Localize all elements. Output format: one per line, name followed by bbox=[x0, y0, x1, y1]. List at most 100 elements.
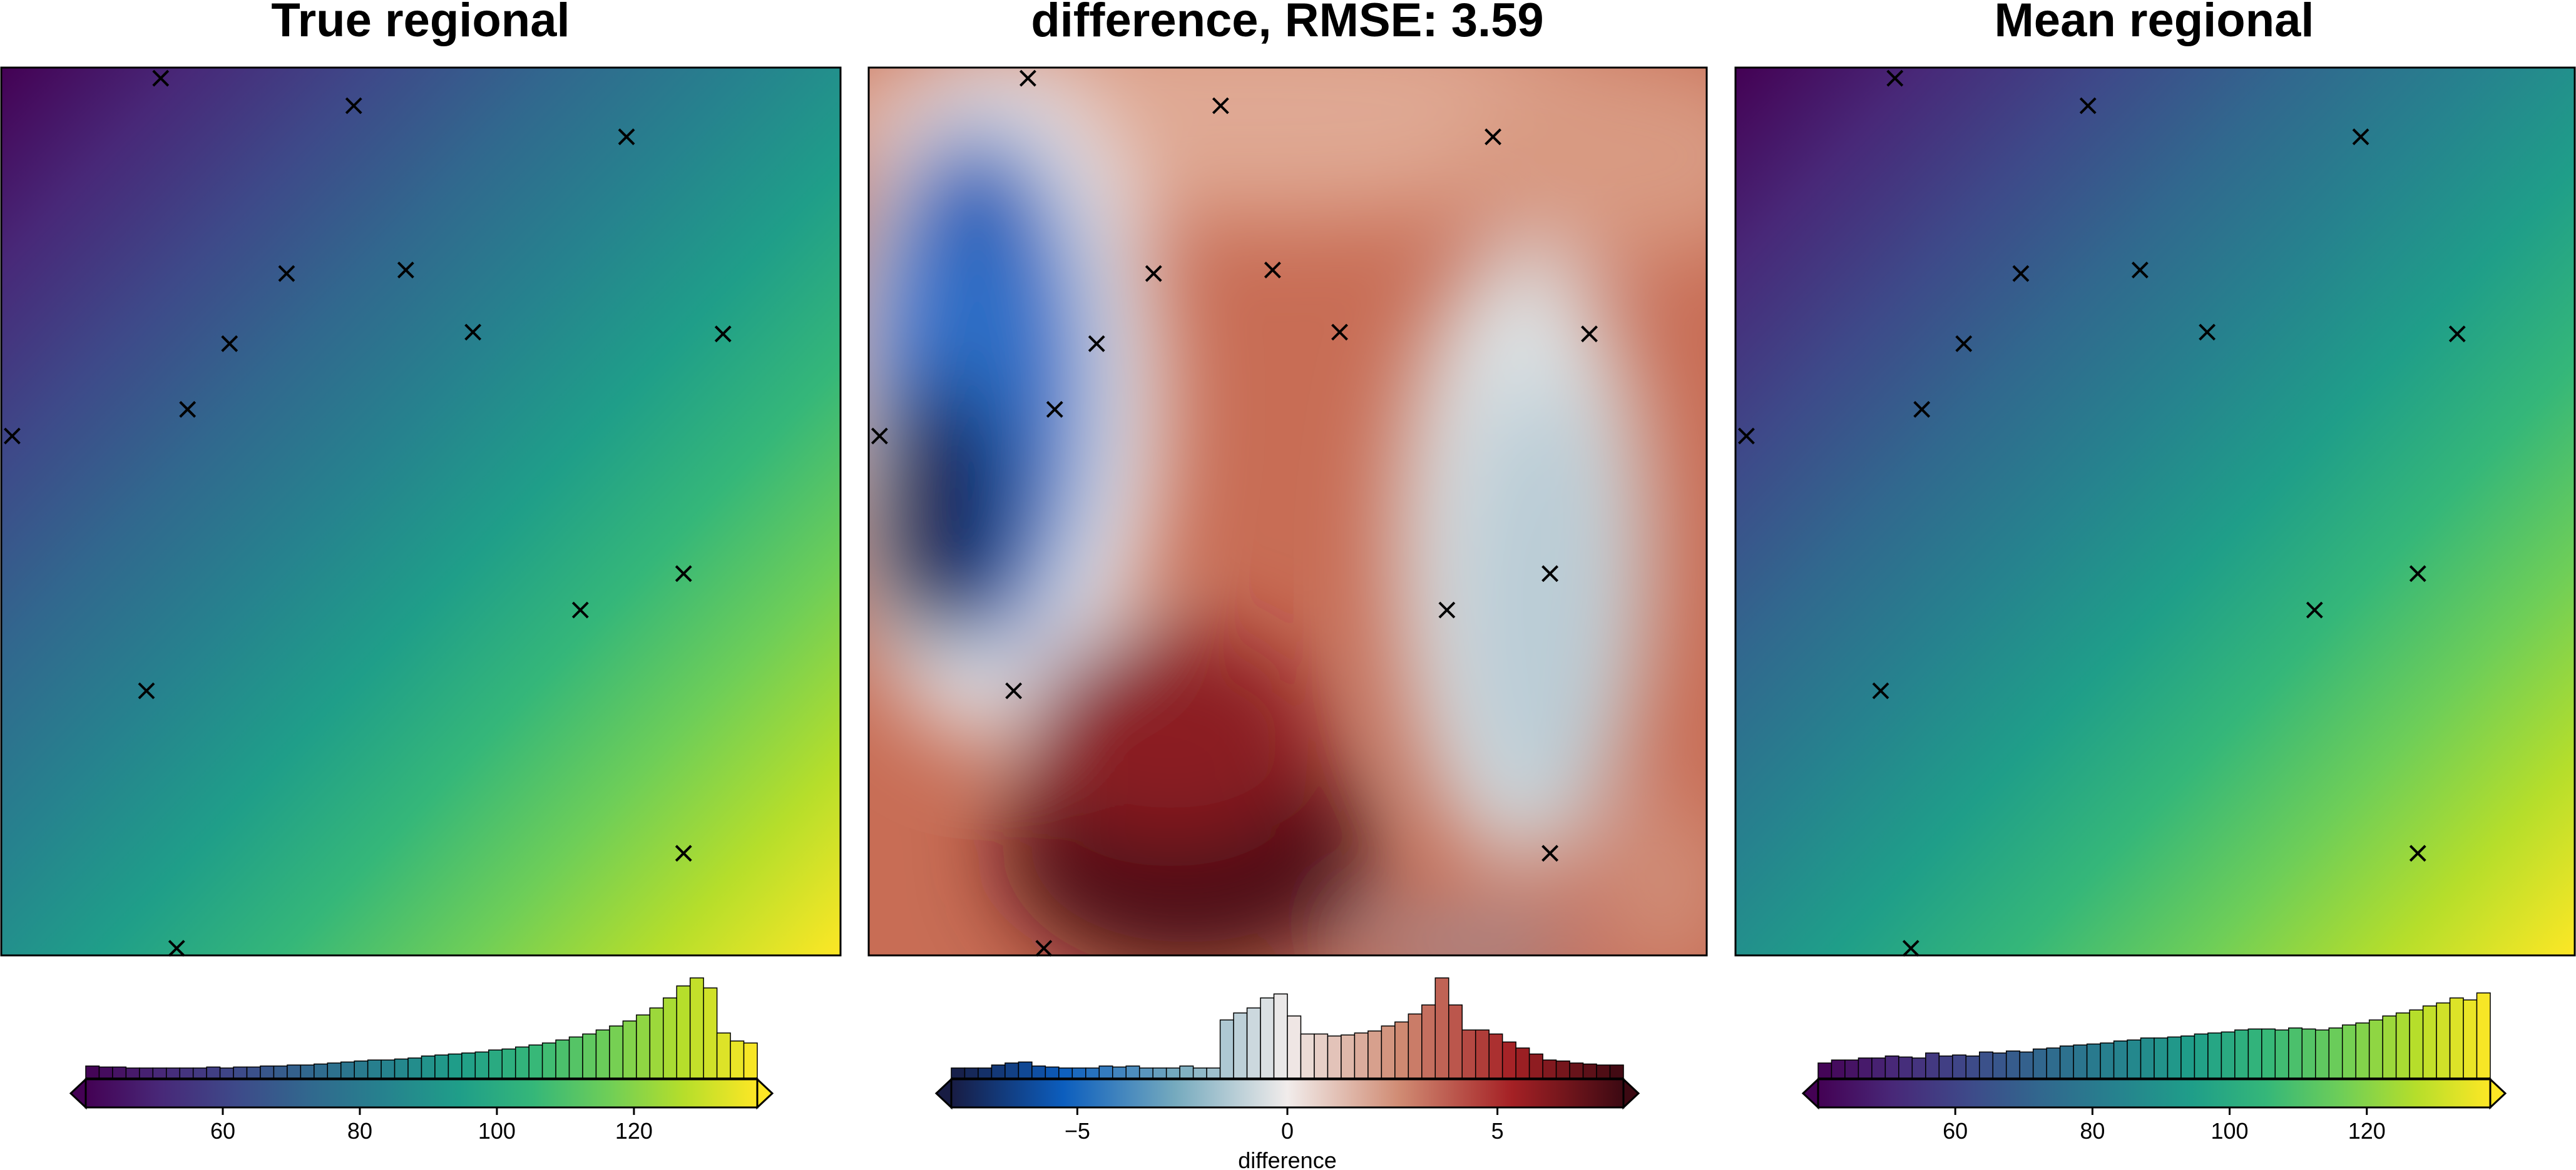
histogram-bar bbox=[1421, 1004, 1436, 1079]
colorbar-true-regional: 60 80 100 120 bbox=[69, 977, 774, 1144]
histogram-bar bbox=[1475, 1029, 1490, 1079]
histogram-bar bbox=[730, 1040, 745, 1079]
histogram-bar bbox=[951, 1067, 966, 1079]
colorbar-mean-regional: 60 80 100 120 bbox=[1801, 992, 2507, 1144]
histogram-bar bbox=[514, 1046, 529, 1079]
colorbar-extend-low bbox=[934, 1077, 953, 1110]
data-point-marker bbox=[152, 69, 170, 87]
histogram-bar bbox=[2221, 1031, 2236, 1079]
histogram-bar bbox=[676, 985, 691, 1079]
histogram-bar bbox=[2113, 1040, 2128, 1079]
histogram-bar bbox=[273, 1066, 288, 1079]
data-point-marker bbox=[714, 325, 732, 343]
histogram-bar bbox=[2288, 1027, 2303, 1079]
colorbar-extend-low bbox=[1801, 1077, 1819, 1110]
histogram-bar bbox=[1273, 993, 1288, 1079]
data-point-marker bbox=[2012, 265, 2030, 282]
heatmap-difference bbox=[869, 68, 1707, 955]
histogram-bar bbox=[1952, 1054, 1967, 1079]
data-point-marker bbox=[1088, 335, 1105, 352]
histogram-bar bbox=[447, 1053, 463, 1079]
histogram-bar bbox=[461, 1052, 476, 1079]
histogram-bar bbox=[2436, 1002, 2451, 1079]
histogram-bar bbox=[2261, 1028, 2276, 1079]
histogram-bar bbox=[85, 1066, 100, 1079]
histogram-bar bbox=[1461, 1029, 1476, 1079]
histogram-bar bbox=[2140, 1037, 2155, 1079]
colorbar-tick-label: 80 bbox=[347, 1118, 372, 1144]
histogram-bar bbox=[300, 1064, 315, 1079]
histogram-bar bbox=[2422, 1005, 2437, 1079]
histogram-bar bbox=[381, 1059, 396, 1079]
histogram-bar bbox=[1858, 1057, 1873, 1079]
histogram-bar bbox=[1434, 977, 1449, 1079]
histogram-bar bbox=[663, 997, 677, 1079]
histogram-bar bbox=[1327, 1035, 1342, 1079]
histogram-bar bbox=[2395, 1012, 2410, 1079]
histogram-bar bbox=[474, 1051, 489, 1079]
colorbar-tick-label: −5 bbox=[1065, 1118, 1090, 1144]
histogram-bar bbox=[1314, 1033, 1329, 1079]
histogram-bar bbox=[595, 1029, 610, 1079]
data-point-marker bbox=[278, 265, 295, 282]
colorbar-histogram bbox=[1817, 992, 2491, 1079]
histogram-bar bbox=[1045, 1066, 1060, 1079]
histogram-bar bbox=[609, 1025, 624, 1079]
data-point-marker bbox=[2409, 565, 2426, 582]
histogram-bar bbox=[1979, 1051, 1993, 1079]
data-point-marker bbox=[571, 601, 589, 619]
data-point-marker bbox=[1212, 97, 1229, 114]
histogram-bar bbox=[1260, 997, 1275, 1079]
histogram-bar bbox=[1448, 1004, 1463, 1079]
data-point-marker bbox=[1145, 265, 1162, 282]
data-point-marker bbox=[1541, 845, 1559, 862]
histogram-bar bbox=[1582, 1063, 1597, 1079]
histogram-bar bbox=[394, 1058, 409, 1079]
histogram-bar bbox=[1488, 1033, 1503, 1079]
panel-title-mean-regional: Mean regional bbox=[1995, 0, 2314, 47]
colorbar-histogram bbox=[85, 977, 758, 1079]
histogram-bar bbox=[2086, 1043, 2101, 1079]
heatmap-field bbox=[1735, 68, 2575, 955]
histogram-bar bbox=[649, 1007, 664, 1079]
histogram-bar bbox=[2154, 1037, 2169, 1079]
histogram-bar bbox=[1831, 1059, 1846, 1079]
histogram-bar bbox=[367, 1059, 382, 1079]
heatmap-true-regional bbox=[1, 68, 841, 955]
histogram-bar bbox=[407, 1057, 422, 1079]
histogram-bar bbox=[2180, 1035, 2195, 1079]
histogram-bar bbox=[2341, 1024, 2356, 1079]
data-point-marker bbox=[1541, 565, 1559, 582]
histogram-bar bbox=[2355, 1022, 2370, 1079]
histogram-bar bbox=[1125, 1066, 1140, 1079]
histogram-bar bbox=[1965, 1056, 1980, 1079]
panel-title-difference: difference, RMSE: 3.59 bbox=[1031, 0, 1543, 47]
histogram-bar bbox=[2059, 1045, 2074, 1079]
histogram-bar bbox=[1031, 1066, 1046, 1079]
map-frame-difference bbox=[867, 66, 1708, 957]
histogram-bar bbox=[2382, 1015, 2397, 1079]
histogram-bar bbox=[152, 1067, 167, 1079]
data-point-marker bbox=[1485, 128, 1501, 146]
histogram-bar bbox=[555, 1039, 570, 1079]
data-point-marker bbox=[1581, 325, 1598, 343]
histogram-bar bbox=[1844, 1059, 1859, 1079]
histogram-bar bbox=[622, 1020, 637, 1079]
map-frame-mean-regional bbox=[1734, 66, 2576, 957]
histogram-bar bbox=[1219, 1019, 1234, 1079]
histogram-bar bbox=[179, 1067, 194, 1079]
data-point-marker bbox=[1738, 427, 1755, 445]
histogram-bar bbox=[1300, 1033, 1315, 1079]
histogram-bar bbox=[2449, 997, 2464, 1079]
colorbar-tick-label: 5 bbox=[1491, 1118, 1504, 1144]
markers-difference bbox=[871, 69, 1598, 957]
colorbar-extend-high bbox=[2489, 1077, 2507, 1110]
colorbar-tick-label: 120 bbox=[615, 1118, 653, 1144]
histogram-bar bbox=[2301, 1028, 2316, 1079]
histogram-bar bbox=[1501, 1041, 1516, 1079]
data-point-marker bbox=[138, 682, 155, 699]
histogram-bar bbox=[703, 987, 718, 1079]
colorbar-gradient bbox=[950, 1078, 1625, 1109]
histogram-bar bbox=[166, 1067, 180, 1079]
